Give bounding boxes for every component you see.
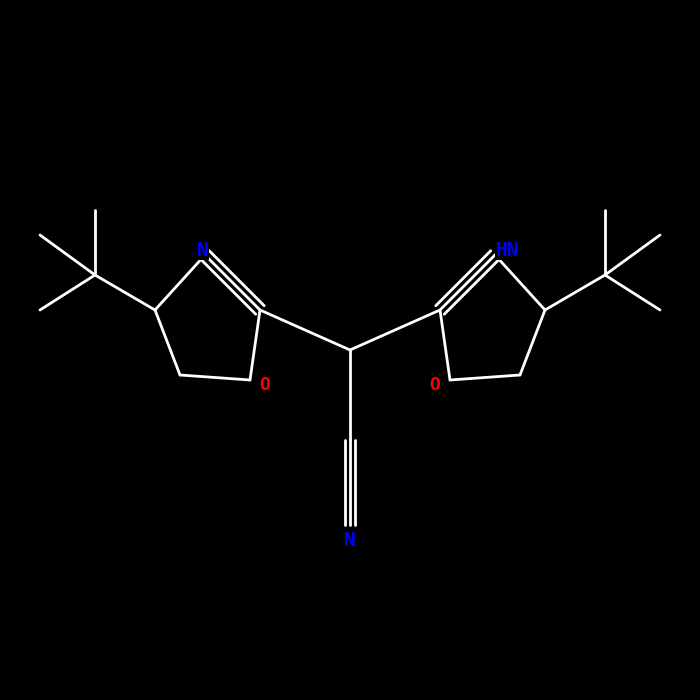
Text: O: O <box>430 376 440 394</box>
Text: N: N <box>344 531 356 550</box>
Text: HN: HN <box>496 241 519 260</box>
Text: N: N <box>197 241 209 260</box>
Text: O: O <box>260 376 270 394</box>
